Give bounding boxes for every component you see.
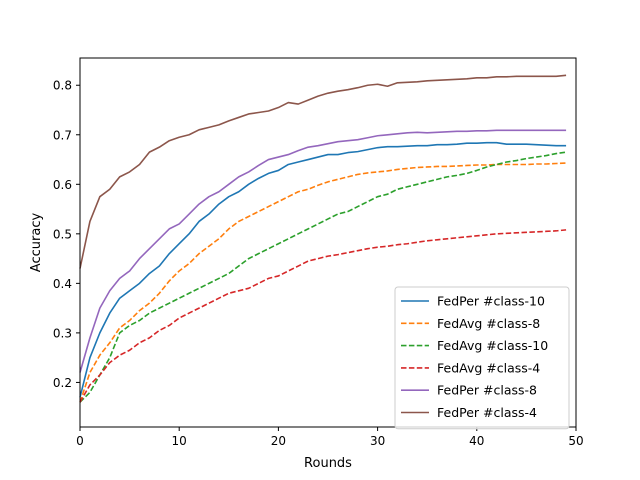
- legend-label: FedAvg #class-10: [437, 338, 548, 353]
- legend-label: FedAvg #class-8: [437, 316, 540, 331]
- x-axis-label: Rounds: [304, 456, 352, 471]
- legend-label: FedPer #class-4: [437, 405, 537, 420]
- plot-lines: [79, 74, 567, 403]
- series-line-5: [79, 74, 567, 269]
- axes-frame: [79, 57, 577, 428]
- x-tick-label: 20: [271, 434, 286, 448]
- x-tick-label: 40: [469, 434, 484, 448]
- y-tick-label: 0.2: [53, 376, 72, 390]
- x-axis-ticks: 0 10 20 30 40 50: [76, 427, 584, 448]
- x-tick-label: 10: [172, 434, 187, 448]
- y-tick-label: 0.5: [53, 227, 72, 241]
- x-tick-label: 50: [568, 434, 583, 448]
- series-line-0: [79, 141, 567, 398]
- legend-label: FedAvg #class-4: [437, 360, 540, 375]
- legend-label: FedPer #class-8: [437, 383, 537, 398]
- x-tick-label: 0: [76, 434, 84, 448]
- series-line-4: [79, 129, 567, 373]
- series-line-3: [79, 229, 567, 403]
- y-tick-label: 0.6: [53, 178, 72, 192]
- series-line-1: [79, 162, 567, 403]
- y-tick-label: 0.3: [53, 326, 72, 340]
- y-tick-label: 0.7: [53, 128, 72, 142]
- legend: FedPer #class-10 FedAvg #class-8 FedAvg #c…: [394, 286, 570, 430]
- legend-box: [394, 286, 570, 430]
- y-axis-ticks: 0.2 0.3 0.4 0.5 0.6 0.7 0.8: [53, 79, 80, 390]
- series-line-2: [79, 151, 567, 403]
- y-tick-label: 0.8: [53, 79, 72, 93]
- legend-label: FedPer #class-10: [437, 294, 545, 309]
- y-axis-label: Accuracy: [29, 213, 44, 273]
- y-tick-label: 0.4: [53, 277, 72, 291]
- x-tick-label: 30: [370, 434, 385, 448]
